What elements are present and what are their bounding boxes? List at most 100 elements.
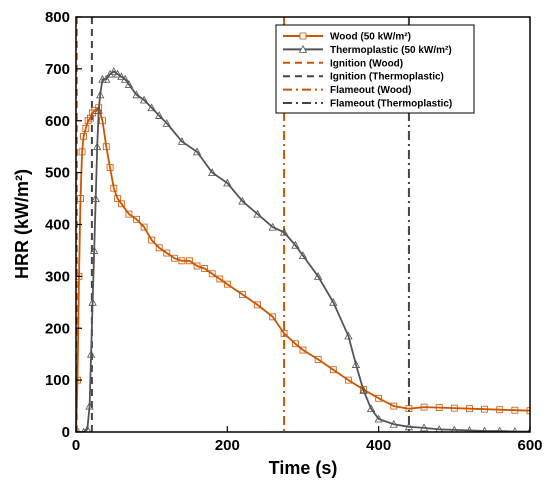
data-point <box>208 168 217 177</box>
data-point <box>99 117 106 125</box>
legend-marker <box>299 32 307 40</box>
data-point <box>216 275 224 283</box>
data-point <box>223 280 231 288</box>
data-point <box>329 366 337 374</box>
data-point <box>84 117 92 125</box>
data-point <box>291 240 300 249</box>
data-point <box>254 301 262 309</box>
data-point <box>280 330 288 337</box>
legend-label: Flameout (Thermoplastic) <box>330 99 452 110</box>
data-point <box>102 143 110 151</box>
data-point <box>511 406 519 414</box>
data-point <box>91 194 100 202</box>
data-point <box>512 427 518 432</box>
x-tick-label: 400 <box>366 437 391 454</box>
data-point <box>105 69 115 78</box>
y-tick-label: 200 <box>45 320 70 337</box>
y-tick-label: 400 <box>45 217 70 234</box>
legend-marker <box>298 45 308 53</box>
data-point <box>420 403 428 411</box>
data-point <box>192 147 202 156</box>
y-tick-label: 300 <box>45 268 70 285</box>
legend-label: Flameout (Wood) <box>330 85 411 96</box>
data-point <box>253 209 262 218</box>
legend-label: Ignition (Wood) <box>330 58 403 69</box>
axis-ticks <box>75 16 531 433</box>
x-tick-label: 200 <box>215 437 240 454</box>
data-point <box>78 148 86 156</box>
y-tick-label: 500 <box>45 165 70 182</box>
data-point <box>80 132 87 140</box>
axis-tick-labels: 0 200 400 600 0 100 200 300 400 500 600 700 800 <box>45 9 543 454</box>
data-point <box>359 386 368 394</box>
data-point <box>163 249 171 257</box>
data-point <box>223 178 232 187</box>
data-point <box>77 195 84 202</box>
data-point <box>121 74 130 83</box>
data-point <box>208 270 216 278</box>
y-tick-label: 100 <box>45 372 70 389</box>
data-point <box>94 106 103 114</box>
data-point <box>114 195 122 202</box>
series-line-0 <box>76 106 530 432</box>
x-tick-label: 0 <box>72 437 80 454</box>
data-point <box>268 222 277 231</box>
data-point <box>125 210 133 218</box>
data-point <box>133 215 140 223</box>
y-tick-label: 800 <box>45 9 70 26</box>
data-point <box>201 265 209 272</box>
data-point <box>162 119 171 127</box>
data-point <box>83 425 92 432</box>
data-point <box>95 104 103 112</box>
x-tick-label: 600 <box>517 437 542 454</box>
data-point <box>299 346 307 354</box>
y-tick-label: 600 <box>45 113 70 130</box>
data-point <box>466 426 473 432</box>
legend-label: Wood (50 kW/m²) <box>330 32 411 43</box>
data-point <box>527 427 530 432</box>
data-point <box>186 257 193 265</box>
data-point <box>279 227 289 236</box>
data-point <box>313 272 323 280</box>
data-point <box>375 394 383 402</box>
series-lines <box>76 70 530 432</box>
data-point <box>435 425 443 432</box>
data-point <box>93 142 102 151</box>
data-point <box>82 125 90 132</box>
data-point <box>366 404 376 413</box>
data-point <box>86 349 96 358</box>
data-point <box>405 405 413 413</box>
data-point <box>351 360 361 368</box>
data-point <box>481 426 488 432</box>
data-point <box>86 114 94 122</box>
data-point <box>88 297 97 306</box>
x-axis-title: Time (s) <box>269 458 338 478</box>
data-point <box>117 72 126 81</box>
data-point <box>102 74 111 83</box>
data-point <box>239 291 246 298</box>
data-point <box>404 422 414 431</box>
data-point <box>344 331 353 340</box>
legend-label: Ignition (Thermoplastic) <box>330 72 444 83</box>
data-point <box>193 262 201 270</box>
data-point <box>496 426 503 432</box>
data-point <box>96 90 105 99</box>
data-point <box>155 244 163 252</box>
data-point <box>269 313 277 321</box>
legend: Wood (50 kW/m²) Thermoplastic (50 kW/m²) I… <box>275 24 475 114</box>
data-point <box>374 414 383 423</box>
data-point <box>526 407 530 415</box>
y-axis-title: HRR (kW/m²) <box>12 169 32 279</box>
data-point <box>389 419 398 428</box>
data-point <box>450 404 458 412</box>
data-point <box>466 405 473 413</box>
data-point <box>177 137 187 145</box>
data-point <box>110 184 118 192</box>
data-point <box>450 425 458 432</box>
legend-box <box>275 24 475 114</box>
y-tick-label: 0 <box>62 424 70 441</box>
data-point <box>140 223 148 231</box>
data-point <box>89 246 99 254</box>
series-markers <box>76 67 530 432</box>
